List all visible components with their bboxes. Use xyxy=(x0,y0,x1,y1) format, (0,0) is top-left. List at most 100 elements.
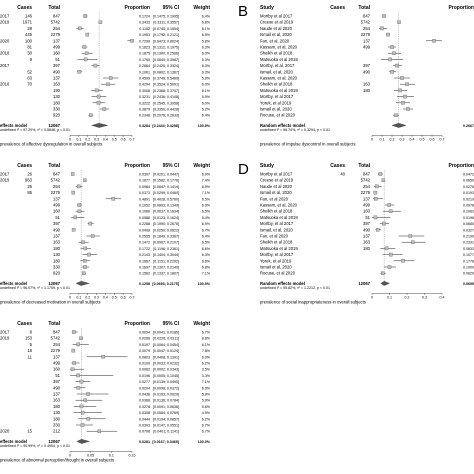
panel-e-weight-value: 6.7% xyxy=(202,424,211,428)
panel-d-point-marker xyxy=(375,184,379,189)
panel-d-point-marker xyxy=(378,172,383,176)
panel-a-ci-value: [0.3350; 0.4428] xyxy=(153,108,179,112)
panel-c-header-cases: Cases xyxy=(17,163,32,169)
panel-e-point-marker xyxy=(83,398,87,402)
panel-b-study-label: Creese et al 2019 xyxy=(260,20,294,25)
panel-b-header-proportion: Proportion xyxy=(448,5,474,11)
panel-e-point-marker xyxy=(97,429,102,433)
panel-a-weight-value: 6.5% xyxy=(202,33,211,37)
panel-a-x-tick-label: 0 xyxy=(69,137,71,141)
panel-b-x-tick-label: 0.7 xyxy=(440,137,445,141)
panel-d-header-proportion: Proportion xyxy=(448,163,474,169)
panel-c-weight-value: 6.4% xyxy=(202,235,211,239)
panel-b-total-value: 5742 xyxy=(361,20,371,25)
panel-d-point-marker xyxy=(374,197,378,201)
panel-c-point-marker xyxy=(83,259,87,263)
panel-d-total-value: 490 xyxy=(363,227,371,232)
panel-a-point-marker xyxy=(94,88,99,93)
panel-e-pooled-diamond xyxy=(76,439,90,444)
panel-b-point-marker xyxy=(392,51,396,55)
panel-a-point-marker xyxy=(89,113,93,117)
panel-a-cases-value: 100 xyxy=(25,38,33,43)
panel-c-ci-value: [0.0250; 0.0622] xyxy=(153,228,179,232)
panel-a-point-marker xyxy=(77,70,82,74)
panel-e-total-value: 180 xyxy=(53,404,61,409)
panel-a-study-label: 2018 xyxy=(0,51,10,56)
panel-a-point-marker xyxy=(98,20,103,24)
panel-a-weight-value: 6.3% xyxy=(202,46,211,50)
panel-e-proportion-value: 0.0368 xyxy=(139,399,150,403)
panel-c-total-value: 160 xyxy=(53,209,61,214)
panel-d-proportion-value: 0.0620 xyxy=(463,272,474,276)
panel-a-total-value: 254 xyxy=(53,26,61,31)
panel-b-total-value: 163 xyxy=(363,82,371,87)
panel-e-ci-value: [0.0041; 0.0185] xyxy=(153,331,179,335)
panel-e-header-weight: Weight xyxy=(193,321,210,327)
panel-e-ci-value: [0.0091; 0.0636] xyxy=(153,405,179,409)
panel-c-total-value: 490 xyxy=(53,227,61,232)
panel-c-point-marker xyxy=(81,240,85,244)
panel-d-x-label: prevalence of social inappropriateness i… xyxy=(260,299,366,304)
panel-a-proportion-value: 0.4294 xyxy=(139,83,150,87)
panel-e-point-marker xyxy=(71,348,76,353)
panel-a-header-weight: Weight xyxy=(193,5,210,11)
panel-b-point-marker xyxy=(390,45,394,49)
panel-c-ci-value: [0.0647; 0.1419] xyxy=(153,185,179,189)
panel-e-point-marker xyxy=(79,404,84,409)
panel-c-cases-value: 85 xyxy=(27,190,32,195)
panel-a-x-tick-label: 0.6 xyxy=(121,137,126,141)
panel-a-point-marker xyxy=(85,32,90,37)
panel-c-ci-value: [0.1337; 0.1807] xyxy=(153,272,179,276)
panel-c-total-value: 163 xyxy=(53,240,61,245)
panel-b-point-marker xyxy=(380,26,384,31)
panel-a-cases-value: 30 xyxy=(27,51,32,56)
panel-c-ci-value: [0.1307; 0.2149] xyxy=(153,266,179,270)
panel-b-header-cases: Cases xyxy=(330,5,345,11)
panel-e-proportion-value: 0.0308 xyxy=(139,411,150,415)
panel-e-x-label: prevalence of abnormal perception/though… xyxy=(0,457,114,462)
panel-d-total-value: 137 xyxy=(363,234,371,239)
panel-c-ci-value: [0.1404; 0.3044] xyxy=(153,253,179,257)
panel-a-point-marker xyxy=(84,51,89,55)
panel-c-x-tick-label: 0.4 xyxy=(103,295,108,299)
panel-a-total-value: 137 xyxy=(53,76,61,81)
panel-b-study-label: Naude et al 2020 xyxy=(260,26,293,31)
panel-c-ci-value: [0.1582; 0.1776] xyxy=(153,179,179,183)
panel-d-study-label: Fan, et al 2020 xyxy=(260,234,289,239)
panel-c-pooled-label: effects model xyxy=(0,281,27,286)
panel-d-total-value: 499 xyxy=(363,203,371,208)
panel-b-study-label: Ismail et al, 2020 xyxy=(260,32,292,37)
panel-d-proportion-value: 0.0193 xyxy=(463,191,474,195)
panel-d-point-marker xyxy=(411,240,415,244)
panel-a-weight-value: 5.9% xyxy=(202,77,211,81)
panel-c-point-marker xyxy=(77,209,82,213)
panel-b-total-value: 397 xyxy=(363,63,371,68)
panel-e-weight-value: 6.7% xyxy=(202,430,211,434)
panel-d-point-marker xyxy=(381,178,386,182)
panel-a-point-marker xyxy=(83,14,88,18)
panel-a-ci-value: [0.0802; 0.1367] xyxy=(153,70,179,74)
panel-c-header-total: Total xyxy=(48,163,60,169)
panel-c-point-marker xyxy=(83,178,87,182)
panel-b-point-marker xyxy=(395,63,399,68)
panel-a-header-proportion: Proportion xyxy=(124,5,150,11)
panel-a-total-value: 920 xyxy=(53,113,61,118)
panel-e-cases-value: 15 xyxy=(27,429,32,434)
panel-e-proportion-value: 0.0803 xyxy=(139,355,150,359)
panel-c-x-tick-label: 0.1 xyxy=(76,295,81,299)
panel-b-study-label: Sheikh et al 2018 xyxy=(260,82,293,87)
panel-c-pooled-proportion: 0.1258 xyxy=(139,282,150,286)
panel-c-heterogeneity-text: undefined I² = 96.07%, τ² = 1.1709, p < … xyxy=(0,286,70,290)
panel-a-proportion-value: 0.2864 xyxy=(139,64,150,68)
panel-d-point-marker xyxy=(388,209,393,213)
panel-d-cases-value: 40 xyxy=(340,172,345,177)
panel-d-proportion-value: 0.0833 xyxy=(463,247,474,251)
panel-b-point-marker xyxy=(382,14,386,18)
panel-b-study-label: Mortby, et al 2017 xyxy=(260,94,294,99)
panel-b-study-label: Sheikh et al 2018 xyxy=(260,51,293,56)
panel-c-proportion-value: 0.1697 xyxy=(139,266,150,270)
panel-c-point-marker xyxy=(90,234,95,238)
panel-c-weight-value: 6.3% xyxy=(202,253,211,257)
panel-a-weight-value: 5.9% xyxy=(202,95,211,99)
panel-e-weight-value: 6.7% xyxy=(202,331,211,335)
